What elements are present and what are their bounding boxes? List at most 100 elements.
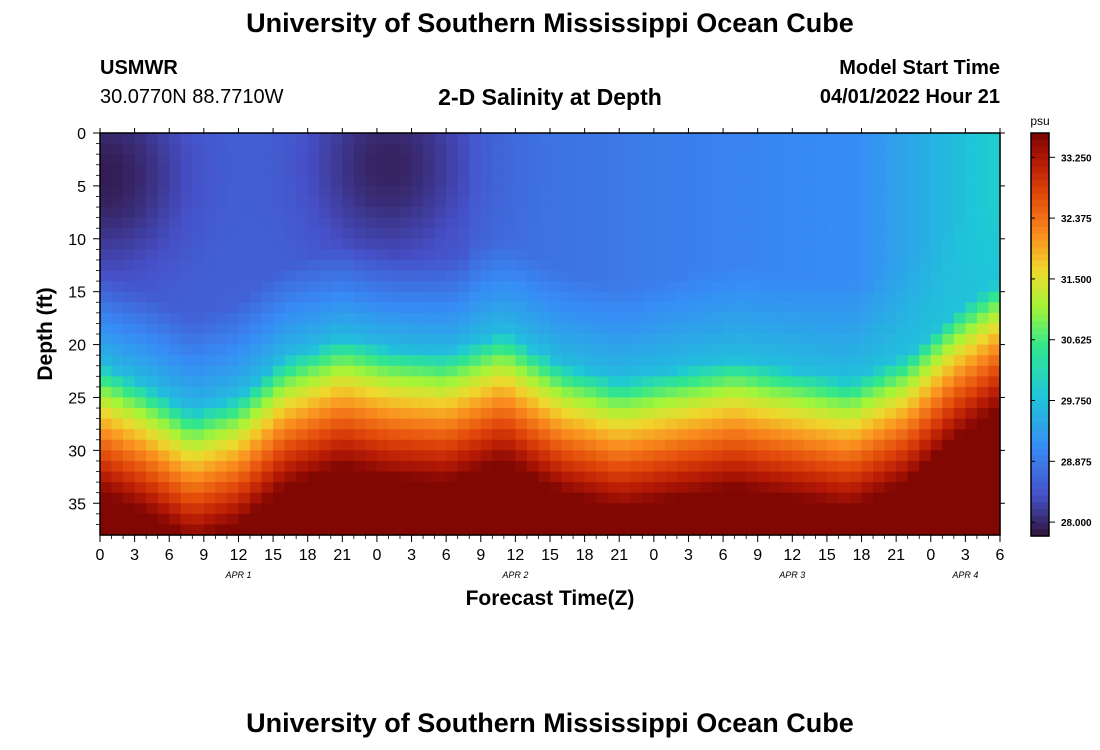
heatmap-cell	[976, 460, 990, 473]
heatmap-cell	[526, 482, 540, 494]
heatmap-cell	[215, 281, 228, 293]
heatmap-cell	[757, 291, 770, 303]
heatmap-cell	[284, 355, 297, 367]
heatmap-cell	[838, 323, 851, 335]
heatmap-cell	[261, 376, 274, 388]
heatmap-cell	[180, 238, 193, 250]
heatmap-cell	[192, 143, 205, 155]
heatmap-cell	[411, 408, 424, 420]
heatmap-cell	[169, 482, 182, 494]
heatmap-cell	[469, 228, 482, 240]
heatmap-cell	[815, 513, 828, 526]
heatmap-cell	[584, 154, 597, 166]
heatmap-cell	[342, 249, 355, 261]
heatmap-cell	[780, 482, 793, 494]
heatmap-cell	[538, 460, 551, 473]
heatmap-cell	[526, 133, 540, 145]
heatmap-cell	[376, 281, 390, 293]
heatmap-cell	[342, 376, 355, 388]
heatmap-cell	[700, 249, 713, 261]
heatmap-cell	[711, 185, 724, 198]
heatmap-cell	[550, 365, 563, 377]
heatmap-cell	[826, 312, 840, 325]
heatmap-cell	[653, 270, 666, 282]
heatmap-cell	[180, 133, 193, 145]
heatmap-cell	[342, 418, 355, 430]
heatmap-cell	[457, 397, 470, 409]
heatmap-cell	[642, 334, 655, 346]
heatmap-cell	[734, 143, 747, 155]
heatmap-cell	[550, 291, 563, 303]
heatmap-cell	[734, 460, 747, 473]
heatmap-cell	[676, 154, 690, 166]
heatmap-cell	[884, 429, 897, 441]
heatmap-cell	[803, 291, 816, 303]
heatmap-cell	[907, 429, 920, 441]
heatmap-cell	[273, 397, 286, 409]
heatmap-cell	[215, 344, 228, 356]
heatmap-cell	[976, 154, 990, 166]
heatmap-cell	[192, 185, 205, 198]
heatmap-cell	[423, 408, 436, 420]
heatmap-cell	[434, 429, 447, 441]
heatmap-cell	[157, 365, 170, 377]
heatmap-cell	[400, 482, 413, 494]
heatmap-cell	[192, 344, 205, 356]
heatmap-cell	[607, 429, 620, 441]
heatmap-cell	[919, 270, 932, 282]
heatmap-cell	[688, 164, 701, 176]
heatmap-cell	[376, 154, 390, 166]
heatmap-cell	[250, 418, 263, 430]
heatmap-cell	[284, 386, 297, 399]
heatmap-cell	[226, 238, 240, 250]
heatmap-cell	[861, 524, 874, 536]
colorbar-segment	[1031, 294, 1049, 302]
heatmap-cell	[284, 302, 297, 314]
heatmap-cell	[896, 143, 909, 155]
heatmap-cell	[376, 513, 390, 526]
heatmap-cell	[584, 439, 597, 451]
heatmap-cell	[642, 217, 655, 229]
heatmap-cell	[734, 418, 747, 430]
heatmap-cell	[734, 482, 747, 494]
heatmap-cell	[192, 460, 205, 473]
heatmap-cell	[434, 334, 447, 346]
colorbar-segment	[1031, 482, 1049, 490]
heatmap-cell	[330, 217, 343, 229]
heatmap-cell	[630, 217, 643, 229]
heatmap-cell	[457, 386, 470, 399]
heatmap-cell	[319, 513, 332, 526]
heatmap-cell	[388, 323, 401, 335]
heatmap-cell	[457, 249, 470, 261]
heatmap-cell	[100, 291, 113, 303]
heatmap-cell	[307, 228, 320, 240]
heatmap-cell	[123, 376, 136, 388]
heatmap-cell	[261, 228, 274, 240]
heatmap-cell	[411, 175, 424, 187]
heatmap-cell	[619, 376, 632, 388]
heatmap-cell	[953, 450, 966, 462]
heatmap-cell	[215, 185, 228, 198]
heatmap-cell	[330, 503, 343, 515]
heatmap-cell	[123, 365, 136, 377]
heatmap-cell	[711, 418, 724, 430]
heatmap-cell	[803, 365, 816, 377]
heatmap-cell	[757, 228, 770, 240]
heatmap-cell	[942, 228, 955, 240]
heatmap-cell	[146, 450, 159, 462]
heatmap-cell	[757, 355, 770, 367]
heatmap-cell	[803, 471, 816, 483]
heatmap-cell	[100, 418, 113, 430]
heatmap-cell	[180, 397, 193, 409]
heatmap-cell	[896, 196, 909, 208]
heatmap-cell	[838, 238, 851, 250]
heatmap-cell	[134, 418, 147, 430]
heatmap-cell	[215, 154, 228, 166]
heatmap-cell	[250, 164, 263, 176]
heatmap-cell	[503, 133, 516, 145]
heatmap-cell	[134, 365, 147, 377]
heatmap-cell	[803, 376, 816, 388]
heatmap-cell	[953, 408, 966, 420]
heatmap-cell	[803, 429, 816, 441]
x-axis: 0 3 6 9 12 15 18 21 0 3 6 9 12 15 18 21 0 3 6 9 12 15 18 21 0 3 6A…	[96, 128, 1005, 580]
